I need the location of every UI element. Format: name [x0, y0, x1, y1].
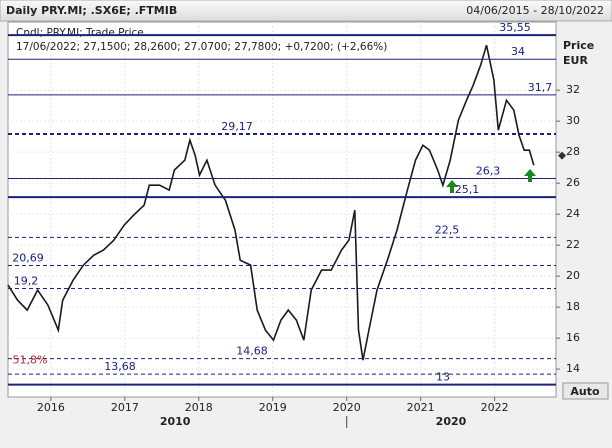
x-tick-label: 2022 [481, 401, 509, 414]
level-label: 13 [436, 371, 450, 384]
y-tick-label: 20 [566, 269, 580, 282]
y-tick-label: 32 [566, 83, 580, 96]
legend-line: Cndl; PRY.MI; Trade Price [16, 27, 144, 39]
level-label: 20,69 [12, 251, 44, 264]
x-tick-label: 2016 [37, 401, 65, 414]
y-tick-label: 16 [566, 331, 580, 344]
x-tick-label: 2018 [185, 401, 213, 414]
header-bar [0, 0, 612, 22]
auto-button-label[interactable]: Auto [570, 385, 600, 398]
x2-tick-label: 2020 [436, 415, 467, 428]
x-tick-label: 2017 [111, 401, 139, 414]
y-axis-label: Price [563, 39, 594, 52]
level-label: 35,55 [499, 21, 531, 34]
signal-arrow [446, 180, 458, 193]
y-tick-label: 14 [566, 362, 580, 375]
annotation: 51,8% [13, 354, 48, 367]
y-tick-label: 30 [566, 114, 580, 127]
chart-title: Daily PRY.MI; .SX6E; .FTMIB [6, 4, 177, 17]
plot-area [7, 21, 557, 398]
signal-arrow [524, 169, 536, 182]
y-axis-label: EUR [563, 54, 588, 67]
legend-box [12, 25, 372, 56]
level-label: 25,1 [455, 183, 480, 196]
date-range: 04/06/2015 - 28/10/2022 [466, 4, 604, 17]
level-label: 29,17 [221, 120, 253, 133]
y-tick-label: 26 [566, 176, 580, 189]
x-tick-label: 2020 [333, 401, 361, 414]
level-label: 26,3 [476, 165, 501, 178]
legend-line: 17/06/2022; 27,1500; 28,2600; 27,0700; 2… [16, 41, 387, 53]
x2-tick-label: 2010 [160, 415, 191, 428]
y-tick-label: 28 [566, 145, 580, 158]
y-tick-label: 22 [566, 238, 580, 251]
last-price-marker [558, 151, 566, 160]
x-tick-label: 2021 [407, 401, 435, 414]
level-label: 34 [511, 45, 525, 58]
auto-button[interactable] [562, 382, 609, 400]
x-tick-label: 2019 [259, 401, 287, 414]
y-tick-label: 18 [566, 300, 580, 313]
level-label: 22,5 [435, 223, 460, 236]
level-label: 19,2 [14, 275, 39, 288]
y-tick-label: 24 [566, 207, 580, 220]
level-label: 13,68 [104, 360, 136, 373]
level-label: 14,68 [236, 345, 268, 358]
level-label: 31,7 [528, 81, 553, 94]
